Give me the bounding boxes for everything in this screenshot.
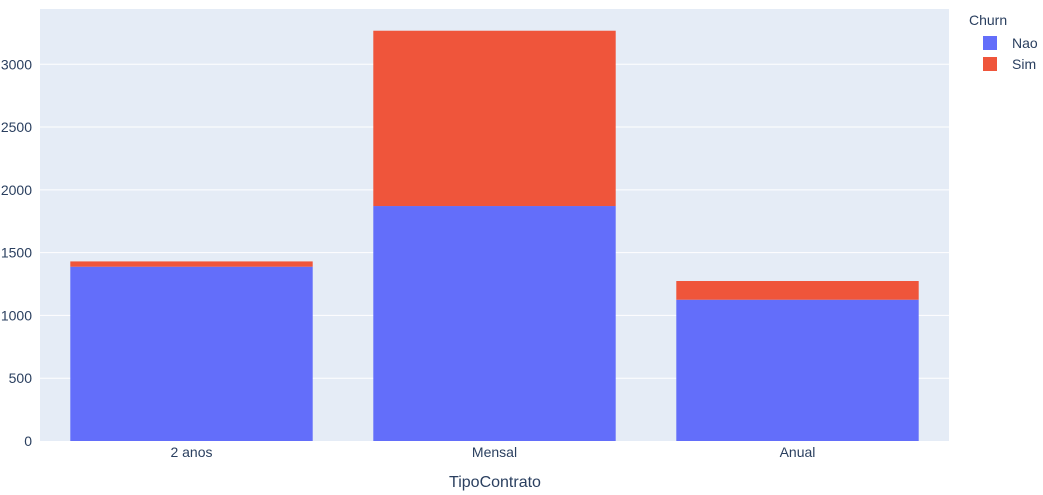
x-axis-title: TipoContrato bbox=[449, 474, 541, 491]
bar-nao-2-anos[interactable] bbox=[70, 266, 313, 441]
x-tick-label: 2 anos bbox=[170, 444, 212, 460]
y-tick-label: 0 bbox=[24, 433, 32, 449]
bar-sim-anual[interactable] bbox=[676, 281, 919, 300]
bars bbox=[70, 30, 919, 441]
x-axis-ticks: 2 anos Mensal Anual bbox=[170, 444, 815, 460]
legend-title: Churn bbox=[969, 12, 1007, 28]
legend-label-sim[interactable]: Sim bbox=[1012, 56, 1036, 72]
x-tick-label: Mensal bbox=[472, 444, 517, 460]
legend-swatch-sim[interactable] bbox=[983, 57, 997, 71]
bar-sim-2-anos[interactable] bbox=[70, 261, 313, 267]
y-tick-label: 1000 bbox=[1, 307, 32, 323]
y-axis-ticks: 0 500 1000 1500 2000 2500 3000 bbox=[1, 56, 32, 449]
legend-swatch-nao[interactable] bbox=[983, 36, 997, 50]
y-tick-label: 1500 bbox=[1, 245, 32, 261]
bar-nao-mensal[interactable] bbox=[373, 206, 616, 441]
legend-label-nao[interactable]: Nao bbox=[1012, 35, 1038, 51]
x-tick-label: Anual bbox=[780, 444, 816, 460]
bar-sim-mensal[interactable] bbox=[373, 30, 616, 207]
y-tick-label: 2500 bbox=[1, 119, 32, 135]
legend[interactable]: Churn Nao Sim bbox=[969, 12, 1038, 72]
y-tick-label: 500 bbox=[9, 370, 33, 386]
y-tick-label: 3000 bbox=[1, 56, 32, 72]
bar-nao-anual[interactable] bbox=[676, 299, 919, 441]
y-tick-label: 2000 bbox=[1, 182, 32, 198]
